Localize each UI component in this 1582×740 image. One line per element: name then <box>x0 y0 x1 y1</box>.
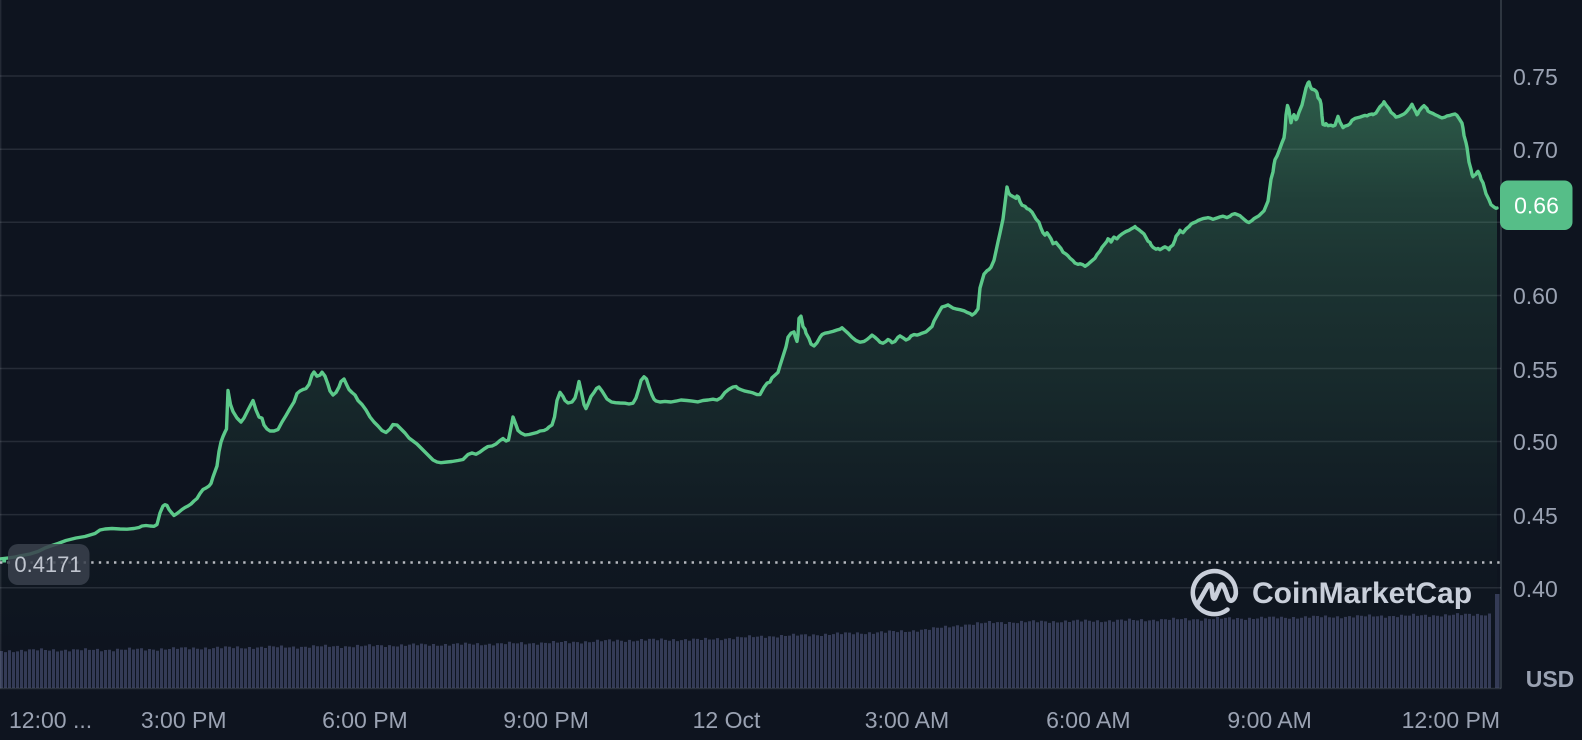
svg-text:0.50: 0.50 <box>1513 429 1558 455</box>
svg-text:6:00 PM: 6:00 PM <box>322 707 408 733</box>
svg-text:0.4171: 0.4171 <box>14 552 81 577</box>
svg-text:3:00 PM: 3:00 PM <box>141 707 227 733</box>
svg-text:0.66: 0.66 <box>1514 193 1559 219</box>
svg-text:0.45: 0.45 <box>1513 503 1558 529</box>
svg-text:USD: USD <box>1526 666 1575 692</box>
svg-text:0.55: 0.55 <box>1513 357 1558 383</box>
svg-text:0.60: 0.60 <box>1513 283 1558 309</box>
svg-text:6:00 AM: 6:00 AM <box>1046 707 1130 733</box>
svg-text:9:00 AM: 9:00 AM <box>1227 707 1311 733</box>
svg-text:12:00 PM: 12:00 PM <box>1402 707 1500 733</box>
svg-text:3:00 AM: 3:00 AM <box>865 707 949 733</box>
svg-text:12 Oct: 12 Oct <box>693 707 761 733</box>
svg-text:9:00 PM: 9:00 PM <box>503 707 589 733</box>
svg-text:12:00 ...: 12:00 ... <box>9 707 92 733</box>
svg-text:CoinMarketCap: CoinMarketCap <box>1252 577 1472 610</box>
svg-text:0.40: 0.40 <box>1513 576 1558 602</box>
svg-text:0.70: 0.70 <box>1513 137 1558 163</box>
svg-text:0.75: 0.75 <box>1513 64 1558 90</box>
